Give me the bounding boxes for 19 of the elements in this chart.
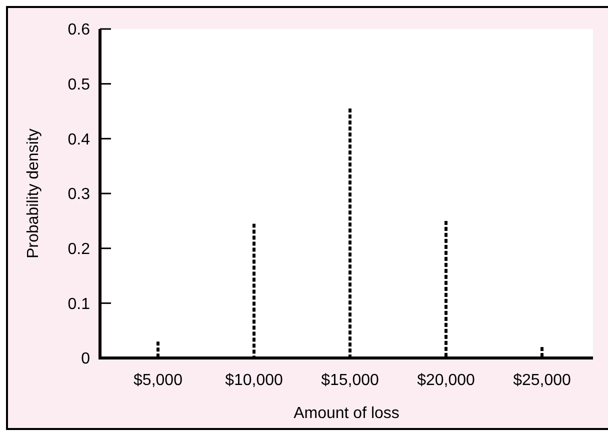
x-tick-label: $5,000 <box>134 372 183 389</box>
bar <box>252 224 256 358</box>
y-tick-label: 0 <box>81 350 90 368</box>
y-tick-label: 0.4 <box>68 131 90 148</box>
bar <box>156 342 160 358</box>
x-tick-label: $15,000 <box>321 372 380 389</box>
y-tick-label: 0.3 <box>68 186 90 204</box>
x-tick-label: $20,000 <box>417 372 476 389</box>
y-tick-label: 0.5 <box>68 76 90 94</box>
x-tick-label: $25,000 <box>513 372 572 389</box>
y-tick-label: 0.2 <box>68 240 90 258</box>
x-tick-label: $10,000 <box>225 372 284 389</box>
bar <box>348 108 352 358</box>
y-tick-label: 0.1 <box>68 296 90 313</box>
y-tick-label: 0.6 <box>68 22 90 39</box>
x-axis-title: Amount of loss <box>294 405 400 422</box>
y-axis-title: Probability density <box>25 128 42 258</box>
bar <box>540 347 544 358</box>
bar <box>444 220 448 358</box>
